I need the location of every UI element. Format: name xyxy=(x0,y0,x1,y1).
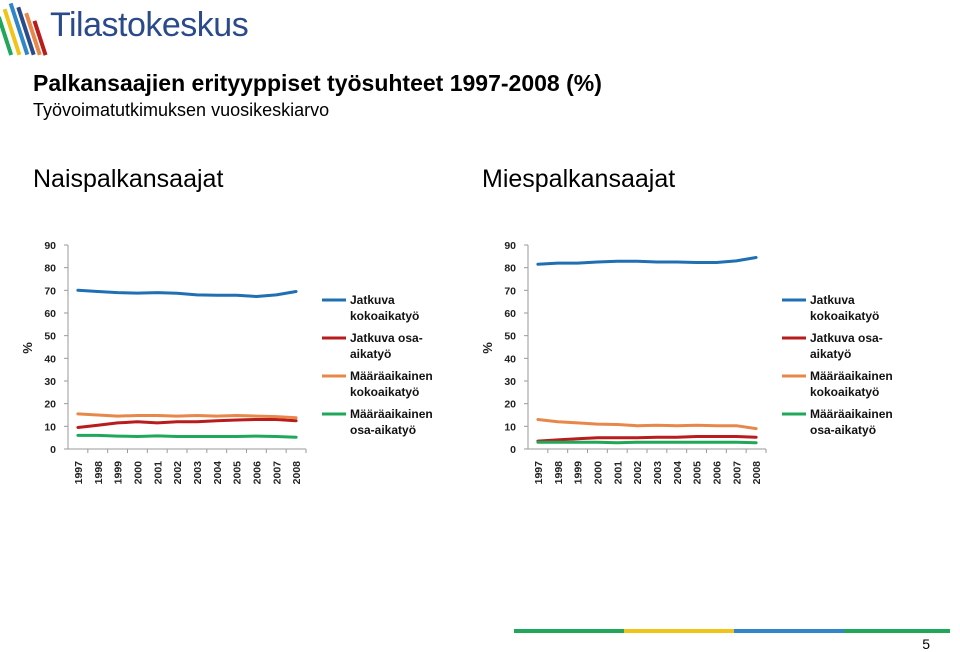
x-tick-label: 2003 xyxy=(652,461,664,485)
logo-bars-icon xyxy=(0,2,48,56)
legend-label-2: Määräaikainen xyxy=(810,369,893,383)
y-tick-label: 40 xyxy=(44,353,56,365)
legend-label-3: osa-aikatyö xyxy=(350,423,416,437)
legend-label-1: aikatyö xyxy=(350,347,391,361)
legend-label-0: Jatkuva xyxy=(350,293,395,307)
legend-label-0: kokoaikatyö xyxy=(350,309,419,323)
logo-text: Tilastokeskus xyxy=(50,6,249,44)
x-tick-label: 2000 xyxy=(132,461,144,485)
y-tick-label: 90 xyxy=(44,240,56,252)
legend-label-0: kokoaikatyö xyxy=(810,309,879,323)
series-line-0 xyxy=(76,288,298,298)
x-tick-label: 2005 xyxy=(232,461,244,485)
x-tick-label: 1997 xyxy=(73,461,85,485)
legend-label-2: kokoaikatyö xyxy=(810,385,879,399)
x-tick-label: 2002 xyxy=(172,461,184,485)
y-axis-label: % xyxy=(20,342,35,354)
x-tick-label: 2007 xyxy=(271,461,283,485)
y-tick-label: 50 xyxy=(44,331,56,343)
x-tick-label: 1997 xyxy=(533,461,545,485)
x-tick-label: 2001 xyxy=(152,461,164,485)
line-chart-men: % 0 10 20 30 40 50 60 70 80 90 1997 1998 1999 2000 2001… xyxy=(480,240,893,485)
page-title: Palkansaajien erityyppiset työsuhteet 19… xyxy=(33,70,602,96)
tilastokeskus-logo: Tilastokeskus xyxy=(0,0,260,62)
x-tick-label: 2008 xyxy=(751,461,763,485)
series-line-3 xyxy=(76,433,298,439)
legend-label-1: Jatkuva osa- xyxy=(350,331,423,345)
y-tick-label: 20 xyxy=(44,399,56,411)
page-subtitle: Työvoimatutkimuksen vuosikeskiarvo xyxy=(33,100,330,120)
y-tick-label: 60 xyxy=(504,308,516,320)
chart-title-women: Naispalkansaajat xyxy=(33,165,224,193)
x-tick-label: 1998 xyxy=(93,461,105,485)
y-axis-label: % xyxy=(480,342,495,354)
x-tick-label: 1998 xyxy=(553,461,565,485)
legend-label-3: Määräaikainen xyxy=(350,407,433,421)
footer-bar-green xyxy=(514,629,624,633)
y-tick-label: 20 xyxy=(504,399,516,411)
legend-label-2: kokoaikatyö xyxy=(350,385,419,399)
legend-label-3: Määräaikainen xyxy=(810,407,893,421)
series-line-1 xyxy=(76,418,298,429)
line-chart-women: % 0 10 20 30 40 50 60 70 80 90 1997 1998 1999 2000 2001… xyxy=(20,240,433,485)
x-tick-label: 2001 xyxy=(612,461,624,485)
y-tick-label: 40 xyxy=(504,353,516,365)
y-tick-label: 10 xyxy=(44,421,56,433)
x-tick-label: 1999 xyxy=(113,461,125,485)
x-tick-label: 2004 xyxy=(672,461,684,485)
legend-label-2: Määräaikainen xyxy=(350,369,433,383)
legend-label-3: osa-aikatyö xyxy=(810,423,876,437)
x-tick-label: 2000 xyxy=(592,461,604,485)
series-line-0 xyxy=(536,256,758,266)
y-tick-label: 50 xyxy=(504,331,516,343)
footer-bar-green-2 xyxy=(844,629,950,633)
y-tick-label: 80 xyxy=(504,263,516,275)
y-tick-label: 70 xyxy=(504,285,516,297)
y-tick-label: 0 xyxy=(50,444,56,456)
x-tick-label: 2004 xyxy=(212,461,224,485)
series-line-3 xyxy=(536,440,758,445)
x-tick-label: 2003 xyxy=(192,461,204,485)
footer-bar-yellow xyxy=(624,629,734,633)
x-tick-label: 2002 xyxy=(632,461,644,485)
legend-label-1: aikatyö xyxy=(810,347,851,361)
series-line-1 xyxy=(536,435,758,443)
chart-title-men: Miespalkansaajat xyxy=(482,165,676,193)
y-tick-label: 30 xyxy=(44,376,56,388)
footer-bar-blue xyxy=(734,629,844,633)
legend-label-1: Jatkuva osa- xyxy=(810,331,883,345)
y-tick-label: 60 xyxy=(44,308,56,320)
series-line-2 xyxy=(536,418,758,431)
x-tick-label: 1999 xyxy=(573,461,585,485)
legend-label-0: Jatkuva xyxy=(810,293,855,307)
y-tick-label: 10 xyxy=(504,421,516,433)
x-tick-label: 2008 xyxy=(291,461,303,485)
series-line-2 xyxy=(76,412,298,420)
y-tick-label: 80 xyxy=(44,263,56,275)
x-tick-label: 2006 xyxy=(711,461,723,485)
x-tick-label: 2007 xyxy=(731,461,743,485)
x-tick-label: 2006 xyxy=(251,461,263,485)
y-tick-label: 30 xyxy=(504,376,516,388)
y-tick-label: 90 xyxy=(504,240,516,252)
page-number: 5 xyxy=(922,636,930,652)
y-tick-label: 0 xyxy=(510,444,516,456)
x-tick-label: 2005 xyxy=(692,461,704,485)
y-tick-label: 70 xyxy=(44,285,56,297)
